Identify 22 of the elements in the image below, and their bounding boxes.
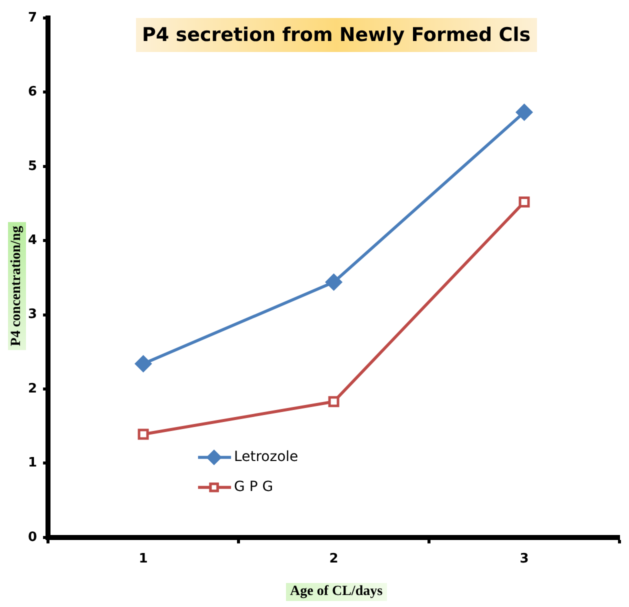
y-tick-label: 2	[28, 381, 38, 396]
x-tick-label: 2	[329, 552, 338, 567]
legend-label: G P G	[234, 479, 274, 496]
point	[326, 274, 342, 290]
y-tick-label: 0	[28, 530, 38, 545]
x-axis-title: Age of CL/days	[286, 583, 387, 601]
chart-title: P4 secretion from Newly Formed Cls	[136, 18, 537, 52]
y-tick-label: 7	[28, 10, 38, 26]
y-tick-label: 3	[28, 307, 38, 322]
y-tick-label: 5	[28, 158, 38, 174]
point	[138, 428, 149, 440]
x-tick-label: 1	[138, 552, 148, 567]
point	[516, 104, 533, 120]
y-tick-label: 1	[28, 456, 38, 471]
x-tick-label: 3	[520, 552, 529, 567]
point	[328, 396, 340, 408]
point	[135, 356, 152, 372]
y-tick-label: 6	[28, 84, 38, 100]
y-tick-label: 4	[28, 232, 38, 248]
legend-label: Letrozole	[234, 449, 298, 466]
point	[518, 196, 530, 208]
y-axis-title: P4 concentration/ng	[8, 222, 26, 350]
